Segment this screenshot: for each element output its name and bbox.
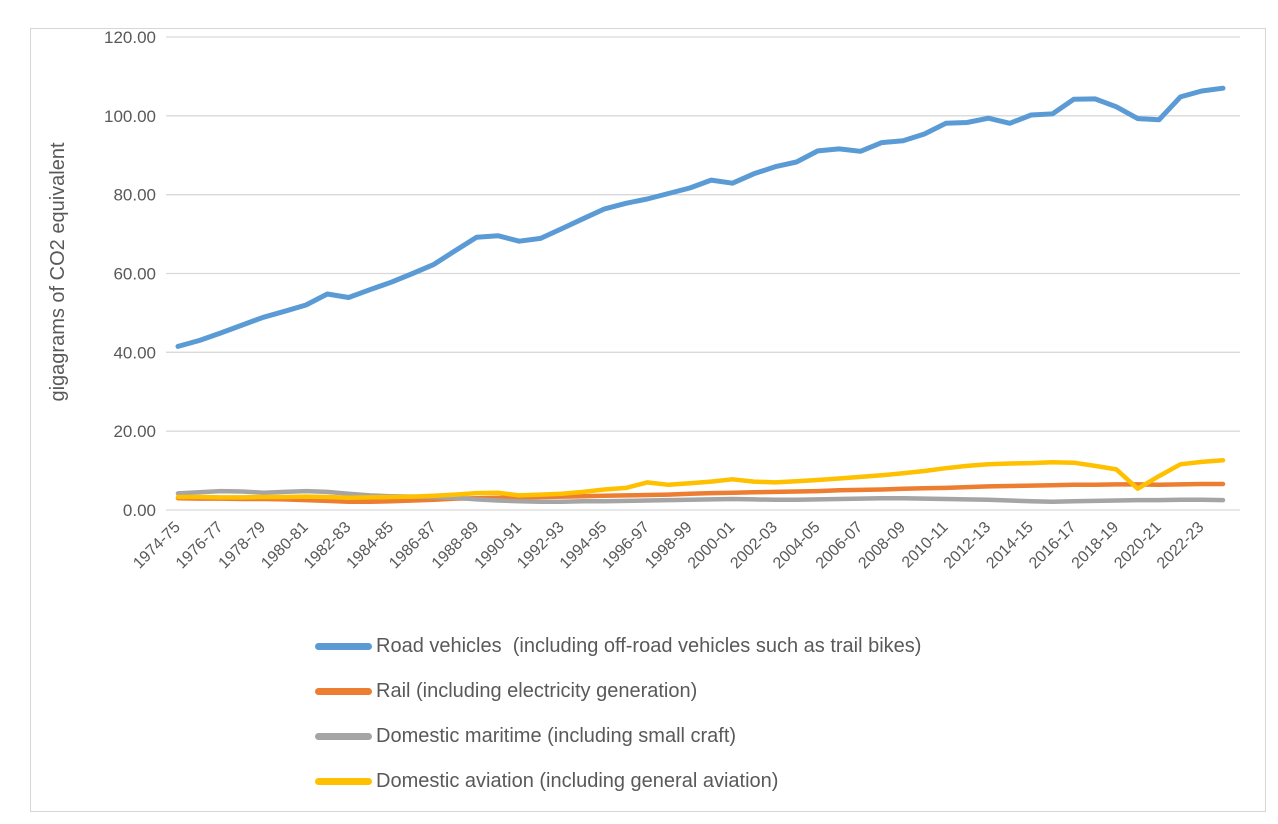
legend-label-domestic-aviation: Domestic aviation (including general avi…: [376, 770, 779, 792]
series-line-domestic-maritime: [175, 488, 1226, 504]
legend-label-rail: Rail (including electricity generation): [376, 680, 698, 702]
y-tick-label: 40.00: [113, 343, 156, 362]
y-axis-title: gigagrams of CO2 equivalent: [47, 142, 69, 401]
legend-item-rail: Rail (including electricity generation): [315, 678, 697, 704]
chart-border-frame: [30, 28, 1266, 812]
y-tick-label: 20.00: [113, 422, 156, 441]
legend-item-domestic-aviation: Domestic aviation (including general avi…: [315, 768, 778, 794]
legend-item-domestic-maritime: Domestic maritime (including small craft…: [315, 723, 736, 749]
legend-swatch-domestic-aviation: [315, 777, 372, 785]
y-tick-label: 0.00: [123, 501, 156, 520]
legend-swatch-domestic-maritime: [315, 732, 372, 740]
x-tick-label: 2008-09: [855, 519, 909, 573]
series-line-road-vehicles: [175, 85, 1226, 349]
legend-item-road-vehicles: Road vehicles (including off-road vehicl…: [315, 633, 921, 659]
y-tick-label: 120.00: [104, 28, 156, 47]
y-tick-label: 60.00: [113, 265, 156, 284]
y-tick-label: 80.00: [113, 186, 156, 205]
series-line-rail: [175, 481, 1226, 504]
legend-swatch-road-vehicles: [315, 642, 372, 650]
series-line-domestic-aviation: [175, 458, 1226, 501]
legend-swatch-rail: [315, 687, 372, 695]
legend-label-domestic-maritime: Domestic maritime (including small craft…: [376, 725, 737, 747]
legend-label-road-vehicles: Road vehicles (including off-road vehicl…: [376, 635, 922, 657]
y-tick-label: 100.00: [104, 107, 156, 126]
x-tick-label: 2022-23: [1154, 519, 1208, 573]
